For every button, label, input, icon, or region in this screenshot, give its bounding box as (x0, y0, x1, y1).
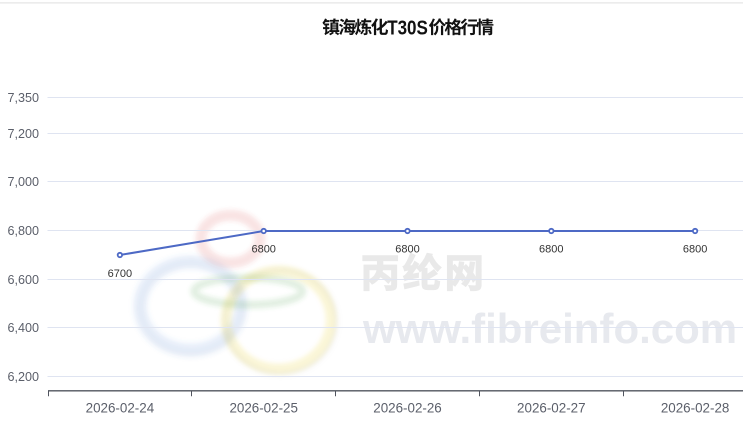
svg-text:2026-02-25: 2026-02-25 (229, 401, 298, 416)
svg-text:6800: 6800 (683, 244, 707, 256)
svg-text:2026-02-26: 2026-02-26 (373, 401, 442, 416)
svg-text:6800: 6800 (539, 244, 563, 256)
svg-text:2026-02-27: 2026-02-27 (517, 401, 586, 416)
svg-text:T30S: T30S (387, 16, 428, 39)
svg-text:6,200: 6,200 (7, 370, 39, 384)
svg-text:2026-02-28: 2026-02-28 (661, 401, 730, 416)
svg-text:6800: 6800 (395, 244, 419, 256)
svg-text:6700: 6700 (108, 268, 132, 280)
svg-text:7,350: 7,350 (7, 91, 39, 105)
svg-text:2026-02-24: 2026-02-24 (86, 401, 155, 416)
svg-text:7,000: 7,000 (7, 175, 39, 189)
svg-text:6,400: 6,400 (7, 321, 39, 335)
svg-text:www.fibreinfo.com: www.fibreinfo.com (362, 305, 737, 352)
svg-text:7,200: 7,200 (7, 127, 39, 141)
svg-text:6800: 6800 (251, 244, 275, 256)
svg-text:6,800: 6,800 (7, 224, 39, 238)
svg-text:6,600: 6,600 (7, 273, 39, 287)
